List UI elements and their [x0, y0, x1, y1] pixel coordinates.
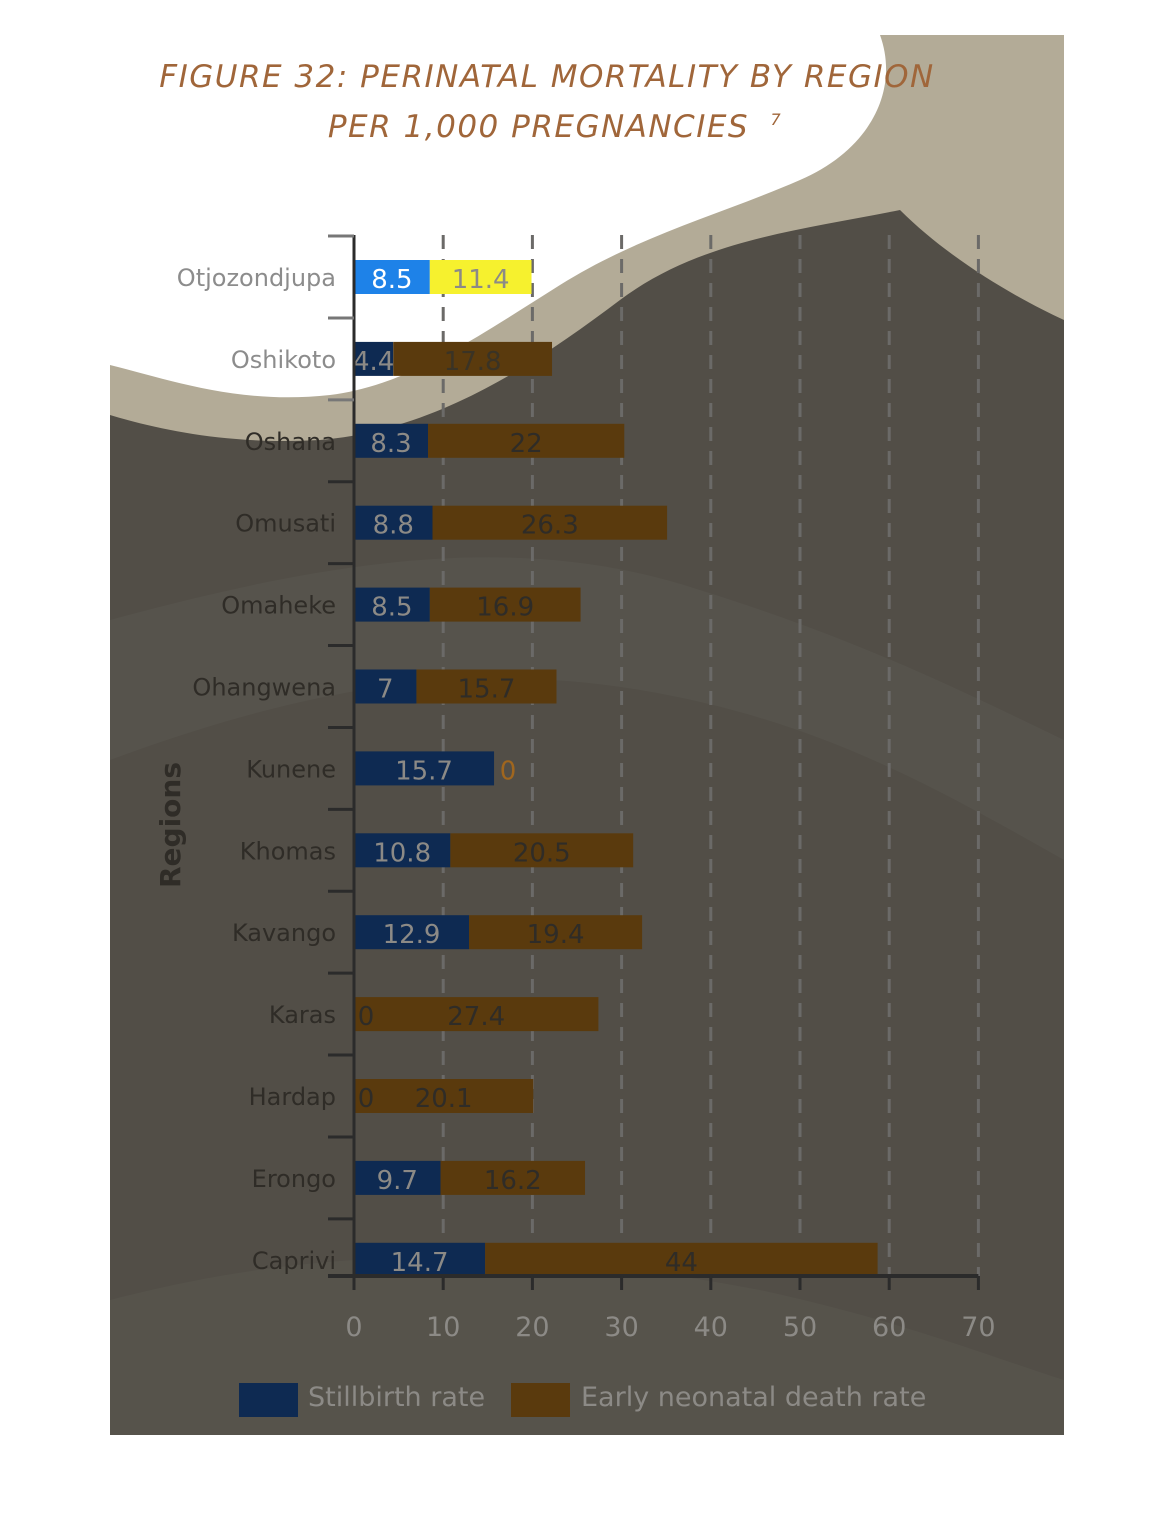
bar-neonatal-erongo [440, 1160, 586, 1195]
value-label-neonatal-kavango: 19.4 [527, 920, 585, 950]
x-tick-label-50: 50 [783, 1312, 817, 1343]
chart-title-line2: PER 1,000 PREGNANCIES 7 [328, 109, 782, 145]
bar-neonatal-karas [354, 997, 599, 1032]
bar-stillbirth-oshana [354, 423, 429, 458]
category-label-omaheke: Omaheke [221, 592, 336, 620]
bar-stillbirth-kavango [354, 915, 470, 950]
value-label-stillbirth-omaheke: 8.5 [371, 593, 412, 623]
value-label-stillbirth-oshana: 8.3 [370, 429, 411, 459]
category-label-otjozondjupa: Otjozondjupa [177, 264, 336, 292]
value-label-stillbirth-karas: 0 [358, 1002, 375, 1032]
bar-stillbirth-khomas [354, 833, 451, 868]
category-label-kavango: Kavango [232, 919, 336, 947]
legend: Stillbirth rate Early neonatal death rat… [239, 1382, 926, 1417]
chart-title-line2-text: PER 1,000 PREGNANCIES [328, 109, 749, 145]
bar-neonatal-caprivi [485, 1242, 878, 1277]
value-label-neonatal-hardap: 20.1 [415, 1084, 473, 1114]
value-label-stillbirth-ohangwena: 7 [377, 675, 394, 705]
value-label-stillbirth-kavango: 12.9 [383, 920, 441, 950]
bar-neonatal-oshana [428, 423, 625, 458]
bar-stillbirth-oshikoto [354, 341, 394, 376]
category-label-omusati: Omusati [235, 510, 336, 538]
bar-neonatal-oshikoto [393, 341, 553, 376]
x-tick-label-0: 0 [345, 1312, 362, 1343]
value-label-neonatal-karas: 27.4 [447, 1002, 505, 1032]
category-label-oshana: Oshana [245, 428, 336, 456]
decorative-wave-white [110, 35, 887, 398]
value-label-stillbirth-omusati: 8.8 [373, 511, 414, 541]
x-tick-label-20: 20 [515, 1312, 549, 1343]
bar-neonatal-khomas [450, 833, 634, 868]
x-tick-label-70: 70 [961, 1312, 995, 1343]
legend-label-neonatal: Early neonatal death rate [581, 1382, 926, 1413]
value-label-stillbirth-otjozondjupa: 8.5 [371, 265, 412, 295]
value-label-neonatal-oshana: 22 [510, 429, 543, 459]
category-label-khomas: Khomas [240, 837, 336, 865]
value-label-neonatal-otjozondjupa: 11.4 [452, 265, 510, 295]
category-label-oshikoto: Oshikoto [231, 346, 336, 374]
value-label-neonatal-khomas: 20.5 [513, 838, 571, 868]
category-label-caprivi: Caprivi [252, 1247, 336, 1275]
x-tick-label-10: 10 [426, 1312, 460, 1343]
background-swirl-lower [110, 1257, 1064, 1435]
bar-stillbirth-caprivi [354, 1242, 486, 1277]
category-label-kunene: Kunene [246, 755, 336, 783]
value-label-neonatal-omaheke: 16.9 [476, 593, 534, 623]
x-tick-label-30: 30 [604, 1312, 638, 1343]
legend-swatch-stillbirth [239, 1383, 298, 1417]
value-label-neonatal-kunene: 0 [500, 756, 517, 786]
category-label-ohangwena: Ohangwena [192, 674, 336, 702]
chart-title-line1: FIGURE 32: PERINATAL MORTALITY BY REGION [159, 59, 934, 95]
x-tick-label-40: 40 [694, 1312, 728, 1343]
legend-label-stillbirth: Stillbirth rate [308, 1382, 485, 1413]
category-label-erongo: Erongo [252, 1165, 336, 1193]
value-label-stillbirth-erongo: 9.7 [377, 1166, 418, 1196]
value-label-stillbirth-oshikoto: 4.4 [353, 347, 394, 377]
bar-stillbirth-kunene [354, 751, 495, 786]
value-label-neonatal-omusati: 26.3 [521, 511, 579, 541]
value-label-neonatal-caprivi: 44 [665, 1248, 698, 1278]
value-label-stillbirth-khomas: 10.8 [373, 838, 431, 868]
value-label-stillbirth-caprivi: 14.7 [391, 1248, 449, 1278]
axes: Otjozondjupa Oshikoto Oshana Omusati Omaheke… [177, 234, 996, 1343]
value-label-neonatal-oshikoto: 17.8 [444, 347, 502, 377]
background-swirl [110, 557, 1064, 860]
bar-stillbirth-omusati [354, 505, 433, 540]
y-axis-title: Regions [154, 762, 187, 888]
bar-neonatal-omusati [432, 505, 668, 540]
bars: 8.5 11.4 4.4 17.8 8.3 22 8.8 26.3 8.5 16.9 7 15.7 15… [353, 260, 878, 1278]
value-label-stillbirth-kunene: 15.7 [395, 756, 453, 786]
chart-title-footnote: 7 [770, 110, 782, 129]
x-tick-label-60: 60 [872, 1312, 906, 1343]
bar-neonatal-hardap [354, 1079, 534, 1113]
category-label-hardap: Hardap [249, 1083, 336, 1111]
bar-stillbirth-omaheke [354, 587, 430, 622]
legend-swatch-neonatal [511, 1383, 570, 1417]
value-label-neonatal-ohangwena: 15.7 [458, 675, 516, 705]
bar-neonatal-kavango [469, 915, 643, 950]
category-label-karas: Karas [269, 1001, 336, 1029]
bar-stillbirth-otjozondjupa [354, 260, 430, 294]
value-label-neonatal-erongo: 16.2 [484, 1166, 542, 1196]
bar-neonatal-ohangwena [416, 669, 557, 704]
value-label-stillbirth-hardap: 0 [358, 1084, 375, 1114]
bar-neonatal-omaheke [429, 587, 581, 622]
bar-stillbirth-erongo [354, 1160, 441, 1195]
bar-neonatal-otjozondjupa [429, 260, 532, 294]
bar-stillbirth-ohangwena [354, 669, 417, 704]
